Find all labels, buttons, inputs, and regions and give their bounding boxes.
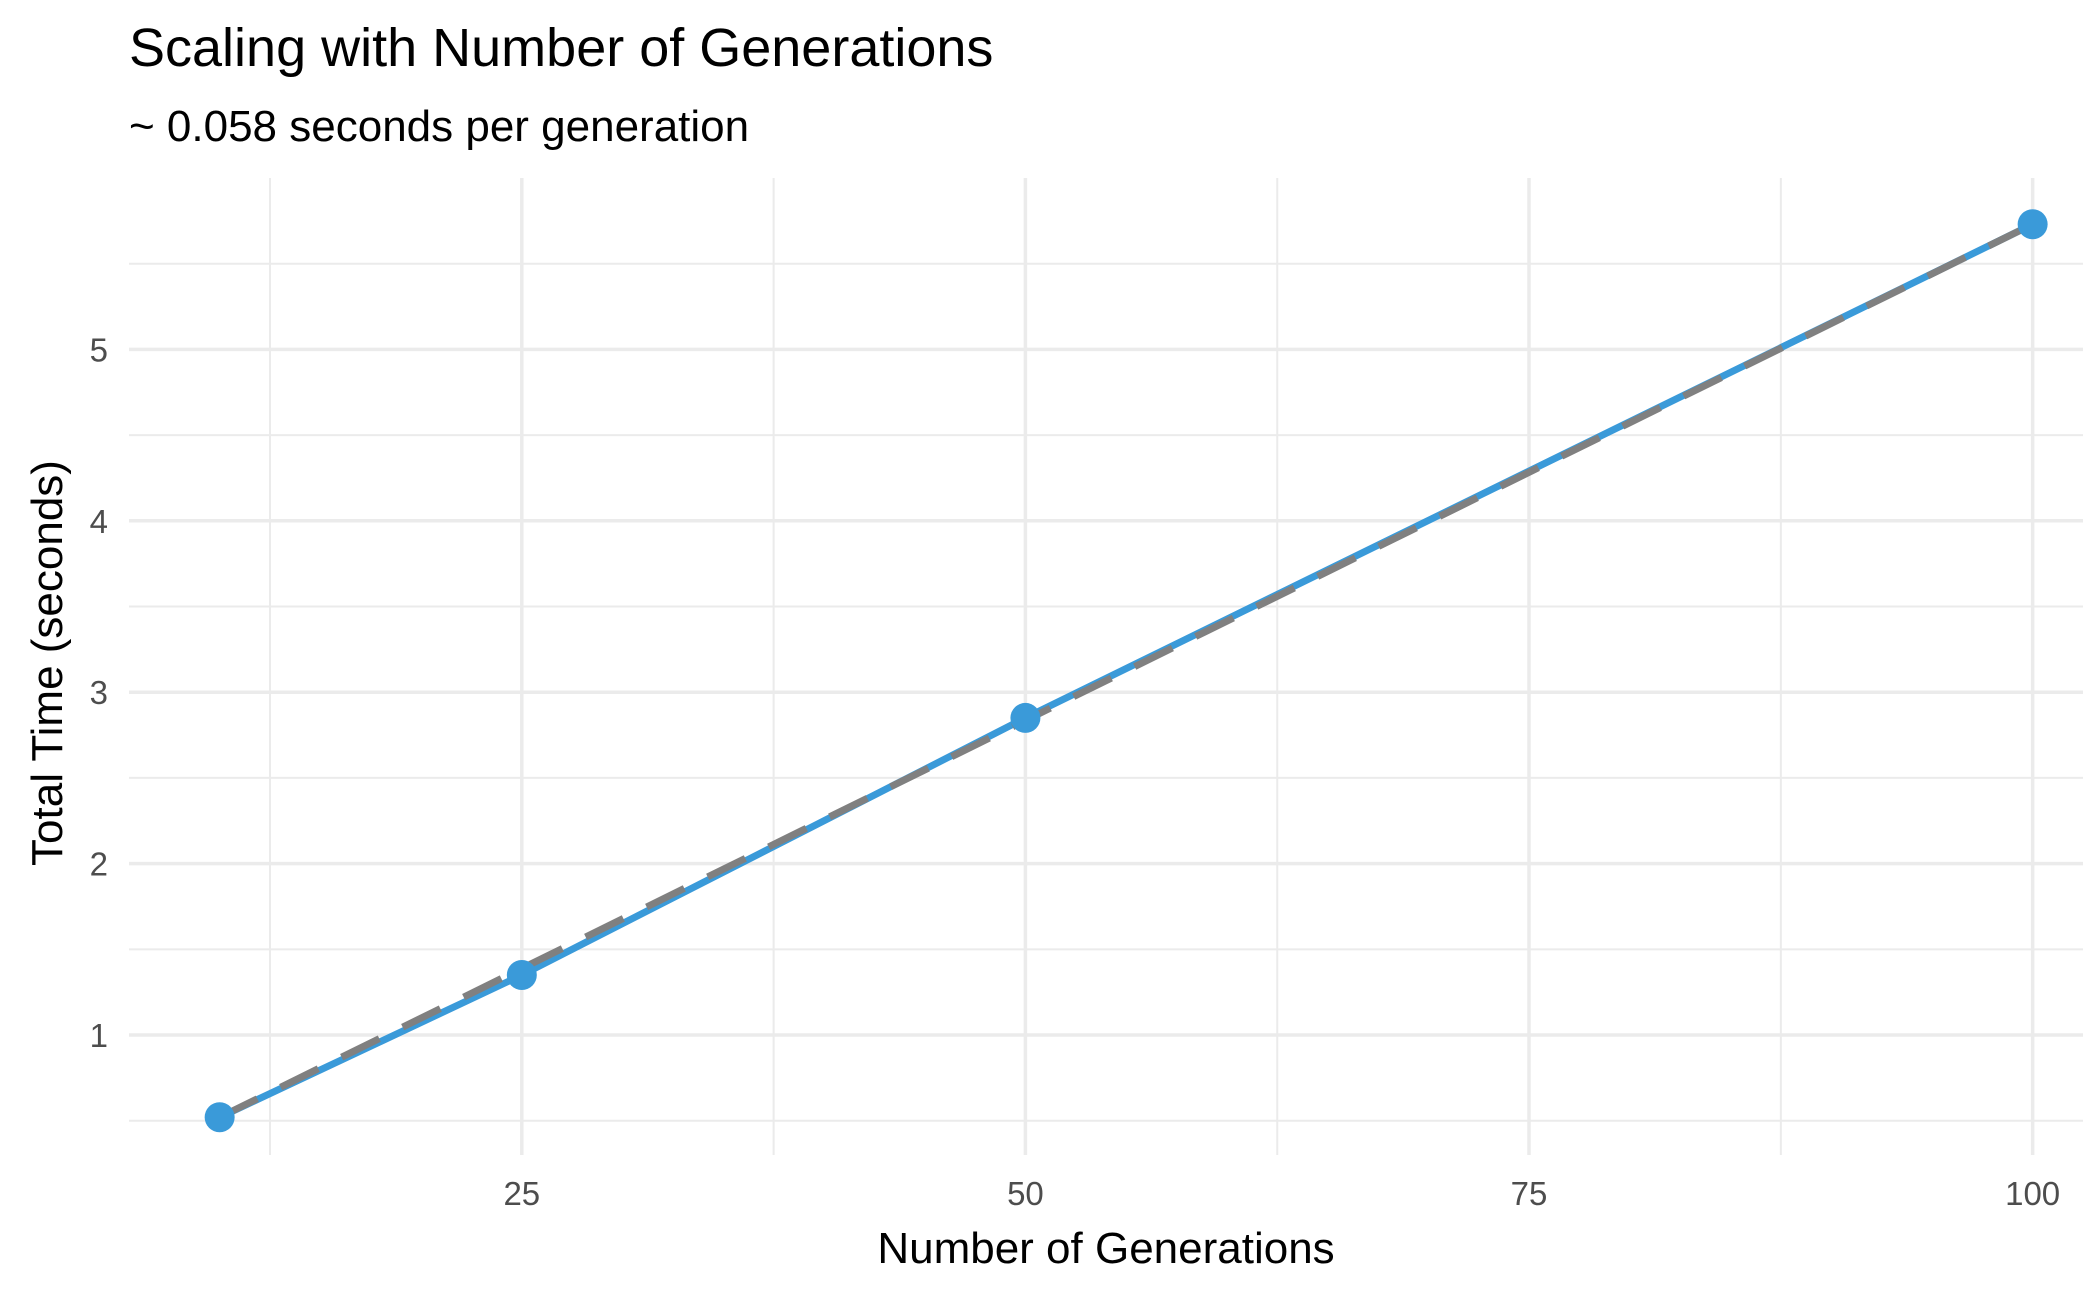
chart-subtitle: ~ 0.058 seconds per generation: [129, 102, 749, 151]
data-point-0-3: [2017, 209, 2048, 240]
y-axis-title: Total Time (seconds): [23, 460, 72, 866]
major-gridlines: [129, 178, 2083, 1155]
minor-gridlines: [129, 178, 2083, 1155]
point-layer: [204, 209, 2048, 1133]
x-tick-label-0: 25: [503, 1175, 540, 1212]
x-tick-label-3: 100: [2005, 1175, 2060, 1212]
y-tick-label-1: 2: [90, 846, 108, 883]
chart-title: Scaling with Number of Generations: [129, 18, 993, 78]
y-tick-label-0: 1: [90, 1017, 108, 1054]
x-tick-labels: 25 50 75 100: [503, 1175, 2060, 1212]
y-tick-label-3: 4: [90, 503, 108, 540]
x-axis-title: Number of Generations: [877, 1224, 1334, 1273]
x-tick-label-2: 75: [1511, 1175, 1548, 1212]
data-point-0-0: [204, 1102, 235, 1133]
y-tick-labels: 1 2 3 4 5: [90, 331, 108, 1054]
y-tick-label-2: 3: [90, 674, 108, 711]
fit-line-layer: [218, 221, 2035, 1121]
y-tick-label-4: 5: [90, 331, 108, 368]
fit-line: [218, 221, 2035, 1121]
x-tick-label-1: 50: [1007, 1175, 1044, 1212]
data-point-0-1: [506, 960, 537, 991]
data-point-0-2: [1010, 702, 1041, 733]
